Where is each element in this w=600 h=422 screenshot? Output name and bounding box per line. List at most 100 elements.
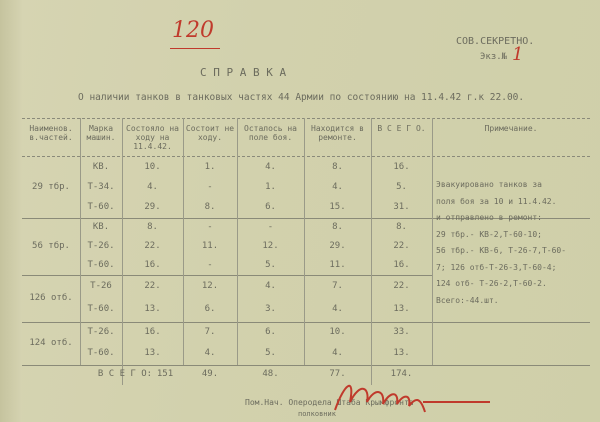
table-cell: - xyxy=(207,182,213,192)
table-cell: 4. xyxy=(332,304,343,315)
column-header: В С Е Г О. xyxy=(377,124,426,133)
table-cell: 7. xyxy=(332,280,343,291)
table-cell: 22. xyxy=(144,240,161,251)
table-cell: 13. xyxy=(393,304,410,315)
table-cell: 8. xyxy=(204,202,216,212)
table-cell: 6. xyxy=(265,326,276,337)
table-cell: 13. xyxy=(144,304,161,315)
column-header: Марка машин. xyxy=(86,124,116,142)
column-header: Примечание. xyxy=(484,124,538,133)
document-subtitle: О наличии танков в танковых частях 44 Ар… xyxy=(78,92,525,103)
table-cell: - xyxy=(267,221,274,232)
table-cell: 4. xyxy=(332,348,343,359)
table-cell: 29. xyxy=(144,202,161,212)
table-cell: 22. xyxy=(393,240,410,251)
unit-name: 124 отб. xyxy=(29,337,73,348)
remark-line: поля боя за 10 и 11.4.42. xyxy=(436,196,557,206)
total-label: В С Е Г О: xyxy=(97,369,153,379)
table-cell: 22. xyxy=(144,280,161,291)
table-cell: - xyxy=(207,259,213,270)
table-cell: 4. xyxy=(332,182,343,192)
col-divider xyxy=(183,118,184,365)
copy-label: Экз.№ xyxy=(480,52,508,62)
table-cell: 16. xyxy=(144,326,161,337)
page-edge xyxy=(0,0,22,422)
header-bottom-line xyxy=(22,156,590,157)
table-cell: 7. xyxy=(204,326,216,337)
col-divider xyxy=(80,118,81,365)
col-divider xyxy=(432,118,433,365)
table-cell: 6. xyxy=(265,202,276,212)
table-cell: 11. xyxy=(329,259,346,270)
total-value: 49. xyxy=(201,369,219,379)
table-cell: 22. xyxy=(393,280,410,291)
table-cell: 5. xyxy=(396,182,407,192)
col-divider xyxy=(237,118,238,365)
remark-line: и отправлено в ремонт: xyxy=(436,213,542,222)
table-cell: 31. xyxy=(393,202,410,212)
table-cell: 6. xyxy=(204,304,216,315)
document-title: С П Р А В К А xyxy=(200,66,287,79)
total-value: 48. xyxy=(262,369,279,379)
col-divider xyxy=(304,118,305,365)
signer-rank: полковник xyxy=(298,410,336,418)
remark-line: 7; 126 отб-Т-26-3,Т-60-4; xyxy=(436,262,557,272)
column-header: Состояло на ходу на 11.4.42. xyxy=(126,124,179,151)
table-cell: 3. xyxy=(265,304,276,315)
table-cell: 29. xyxy=(329,240,346,251)
table-cell: 16. xyxy=(144,259,161,270)
total-value: 77. xyxy=(329,369,346,379)
col-divider xyxy=(122,118,123,385)
signer-line: Пом.Нач. Оперодела Штаба Крымфронта xyxy=(245,398,414,407)
signature xyxy=(334,384,490,413)
table-cell: 12. xyxy=(262,240,279,251)
table-cell: 4. xyxy=(265,162,276,172)
table-cell: Т-60. xyxy=(87,259,115,270)
table-cell: Т-34. xyxy=(87,182,115,192)
table-cell: 1. xyxy=(265,182,276,192)
table-cell: Т-60. xyxy=(87,202,115,212)
secrecy-stamp: СОВ.СЕКРЕТНО. xyxy=(456,36,535,47)
table-cell: 16. xyxy=(393,259,410,270)
table-cell: 4. xyxy=(204,348,216,359)
table-cell: 10. xyxy=(329,326,346,337)
table-cell: 8. xyxy=(332,221,343,232)
table-cell: КВ. xyxy=(92,162,110,172)
table-cell: 5. xyxy=(265,259,276,270)
table-cell: 12. xyxy=(201,280,219,291)
table-cell: - xyxy=(207,221,213,232)
table-cell: Т-26 xyxy=(90,280,112,291)
table-cell: 8. xyxy=(396,221,407,232)
column-header: Состоит не ходу. xyxy=(185,124,235,142)
table-cell: Т-26. xyxy=(87,326,115,337)
table-cell: 13. xyxy=(393,348,410,359)
table-cell: 5. xyxy=(265,348,276,359)
table-cell: 4. xyxy=(147,182,158,192)
column-header: Осталось на поле боя. xyxy=(244,124,297,142)
archive-underline xyxy=(170,48,220,49)
column-header: Находится в ремонте. xyxy=(311,124,364,142)
table-cell: 16. xyxy=(393,162,410,172)
table-cell: КВ. xyxy=(92,221,110,232)
copy-number: 1 xyxy=(512,44,524,65)
total-value: 151 xyxy=(156,369,174,379)
table-cell: 8. xyxy=(332,162,343,172)
col-divider xyxy=(371,118,372,385)
table-cell: 11. xyxy=(201,240,219,251)
archive-number: 120 xyxy=(172,18,214,43)
remark-line: 29 тбр.- КВ-2,Т-60-10; xyxy=(436,229,542,239)
table-cell: 15. xyxy=(329,202,346,212)
total-value: 174. xyxy=(390,369,413,379)
unit-name: 126 отб. xyxy=(29,292,73,303)
unit-name: 29 тбр. xyxy=(32,182,70,192)
table-cell: Т-60. xyxy=(87,348,115,359)
group-divider xyxy=(22,365,590,366)
remark-line: Всего:-44.шт. xyxy=(436,295,499,305)
table-cell: Т-26. xyxy=(87,240,115,251)
group-divider xyxy=(22,322,590,323)
table-cell: 13. xyxy=(144,348,161,359)
table-cell: 8. xyxy=(147,221,158,232)
table-top-line xyxy=(22,118,590,119)
unit-name: 56 тбр. xyxy=(32,240,70,251)
